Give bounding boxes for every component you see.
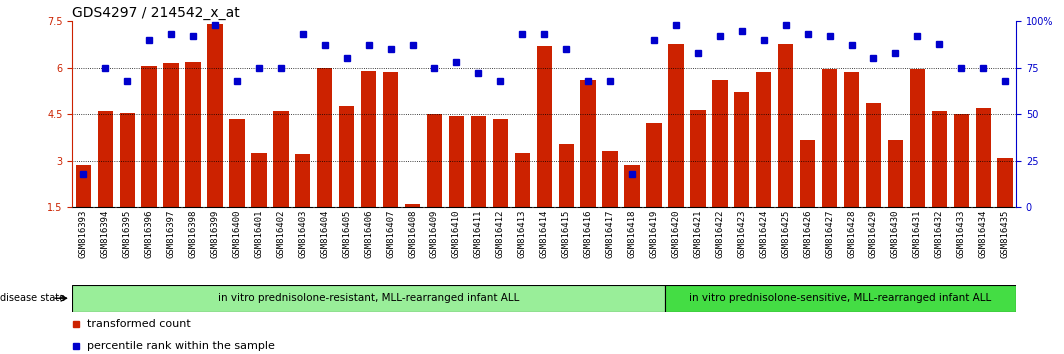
Bar bbox=[449, 116, 464, 207]
Text: GSM816408: GSM816408 bbox=[409, 210, 417, 258]
Text: GSM816407: GSM816407 bbox=[386, 210, 395, 258]
Bar bbox=[997, 158, 1013, 207]
Bar bbox=[668, 45, 683, 207]
Bar bbox=[493, 119, 508, 207]
Bar bbox=[427, 114, 443, 207]
Bar bbox=[910, 69, 925, 207]
Bar bbox=[515, 153, 530, 207]
Text: GSM816426: GSM816426 bbox=[803, 210, 812, 258]
Text: GSM816402: GSM816402 bbox=[277, 210, 285, 258]
Bar bbox=[866, 103, 881, 207]
Bar bbox=[361, 71, 377, 207]
Text: GSM816413: GSM816413 bbox=[518, 210, 527, 258]
Bar bbox=[142, 66, 156, 207]
Text: GSM816425: GSM816425 bbox=[781, 210, 791, 258]
Text: disease state: disease state bbox=[0, 293, 65, 303]
Text: GSM816412: GSM816412 bbox=[496, 210, 504, 258]
Bar bbox=[665, 285, 1016, 312]
Text: GDS4297 / 214542_x_at: GDS4297 / 214542_x_at bbox=[72, 6, 240, 20]
Text: GSM816423: GSM816423 bbox=[737, 210, 746, 258]
Bar bbox=[691, 109, 705, 207]
Bar bbox=[932, 111, 947, 207]
Bar bbox=[229, 119, 245, 207]
Text: in vitro prednisolone-sensitive, MLL-rearranged infant ALL: in vitro prednisolone-sensitive, MLL-rea… bbox=[689, 293, 992, 303]
Text: GSM816401: GSM816401 bbox=[254, 210, 264, 258]
Text: GSM816418: GSM816418 bbox=[628, 210, 636, 258]
Bar bbox=[383, 72, 398, 207]
Bar bbox=[581, 80, 596, 207]
Bar bbox=[625, 165, 639, 207]
Text: GSM816393: GSM816393 bbox=[79, 210, 88, 258]
Bar bbox=[953, 114, 969, 207]
Bar bbox=[251, 153, 267, 207]
Text: GSM816394: GSM816394 bbox=[101, 210, 110, 258]
Text: GSM816411: GSM816411 bbox=[473, 210, 483, 258]
Text: GSM816414: GSM816414 bbox=[539, 210, 549, 258]
Bar bbox=[405, 204, 420, 207]
Text: GSM816398: GSM816398 bbox=[188, 210, 198, 258]
Text: GSM816400: GSM816400 bbox=[232, 210, 242, 258]
Text: GSM816415: GSM816415 bbox=[562, 210, 570, 258]
Bar bbox=[734, 92, 749, 207]
Bar bbox=[887, 141, 903, 207]
Text: GSM816435: GSM816435 bbox=[1000, 210, 1010, 258]
Text: GSM816397: GSM816397 bbox=[167, 210, 176, 258]
Bar bbox=[757, 72, 771, 207]
Text: GSM816406: GSM816406 bbox=[364, 210, 373, 258]
Text: GSM816405: GSM816405 bbox=[343, 210, 351, 258]
Text: GSM816404: GSM816404 bbox=[320, 210, 329, 258]
Text: GSM816399: GSM816399 bbox=[211, 210, 219, 258]
Text: GSM816422: GSM816422 bbox=[715, 210, 725, 258]
Bar bbox=[844, 72, 860, 207]
Text: percentile rank within the sample: percentile rank within the sample bbox=[87, 341, 276, 351]
Bar bbox=[821, 69, 837, 207]
Bar bbox=[164, 63, 179, 207]
Bar bbox=[295, 154, 311, 207]
Bar bbox=[602, 152, 618, 207]
Bar bbox=[317, 68, 332, 207]
Text: GSM816417: GSM816417 bbox=[605, 210, 615, 258]
Text: GSM816428: GSM816428 bbox=[847, 210, 857, 258]
Text: GSM816434: GSM816434 bbox=[979, 210, 987, 258]
Bar bbox=[273, 111, 288, 207]
Text: GSM816424: GSM816424 bbox=[760, 210, 768, 258]
Bar bbox=[536, 46, 552, 207]
Text: GSM816409: GSM816409 bbox=[430, 210, 439, 258]
Text: GSM816433: GSM816433 bbox=[957, 210, 966, 258]
Bar bbox=[712, 80, 728, 207]
Text: in vitro prednisolone-resistant, MLL-rearranged infant ALL: in vitro prednisolone-resistant, MLL-rea… bbox=[218, 293, 519, 303]
Bar bbox=[98, 111, 113, 207]
Text: GSM816429: GSM816429 bbox=[869, 210, 878, 258]
Text: GSM816396: GSM816396 bbox=[145, 210, 153, 258]
Bar bbox=[470, 116, 486, 207]
Bar bbox=[559, 144, 573, 207]
Text: GSM816419: GSM816419 bbox=[649, 210, 659, 258]
Text: transformed count: transformed count bbox=[87, 319, 192, 330]
Text: GSM816410: GSM816410 bbox=[452, 210, 461, 258]
Bar bbox=[976, 108, 991, 207]
Text: GSM816395: GSM816395 bbox=[122, 210, 132, 258]
Bar bbox=[185, 62, 201, 207]
Text: GSM816420: GSM816420 bbox=[671, 210, 680, 258]
Text: GSM816421: GSM816421 bbox=[694, 210, 702, 258]
Bar bbox=[119, 113, 135, 207]
Text: GSM816431: GSM816431 bbox=[913, 210, 921, 258]
Bar bbox=[207, 24, 222, 207]
Text: GSM816416: GSM816416 bbox=[584, 210, 593, 258]
Bar bbox=[72, 285, 665, 312]
Bar bbox=[778, 45, 794, 207]
Bar bbox=[339, 107, 354, 207]
Bar bbox=[800, 141, 815, 207]
Text: GSM816403: GSM816403 bbox=[298, 210, 307, 258]
Text: GSM816430: GSM816430 bbox=[891, 210, 900, 258]
Text: GSM816427: GSM816427 bbox=[825, 210, 834, 258]
Text: GSM816432: GSM816432 bbox=[935, 210, 944, 258]
Bar bbox=[646, 124, 662, 207]
Bar bbox=[76, 165, 92, 207]
